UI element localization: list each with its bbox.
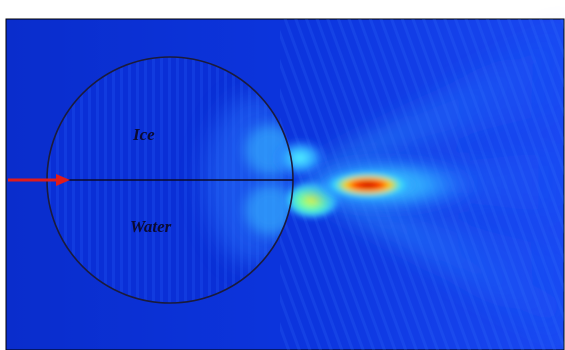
ice-label: Ice (132, 125, 155, 144)
focus-hotspot (318, 169, 418, 201)
incident-arrow (8, 174, 70, 186)
water-label: Water (130, 217, 172, 236)
